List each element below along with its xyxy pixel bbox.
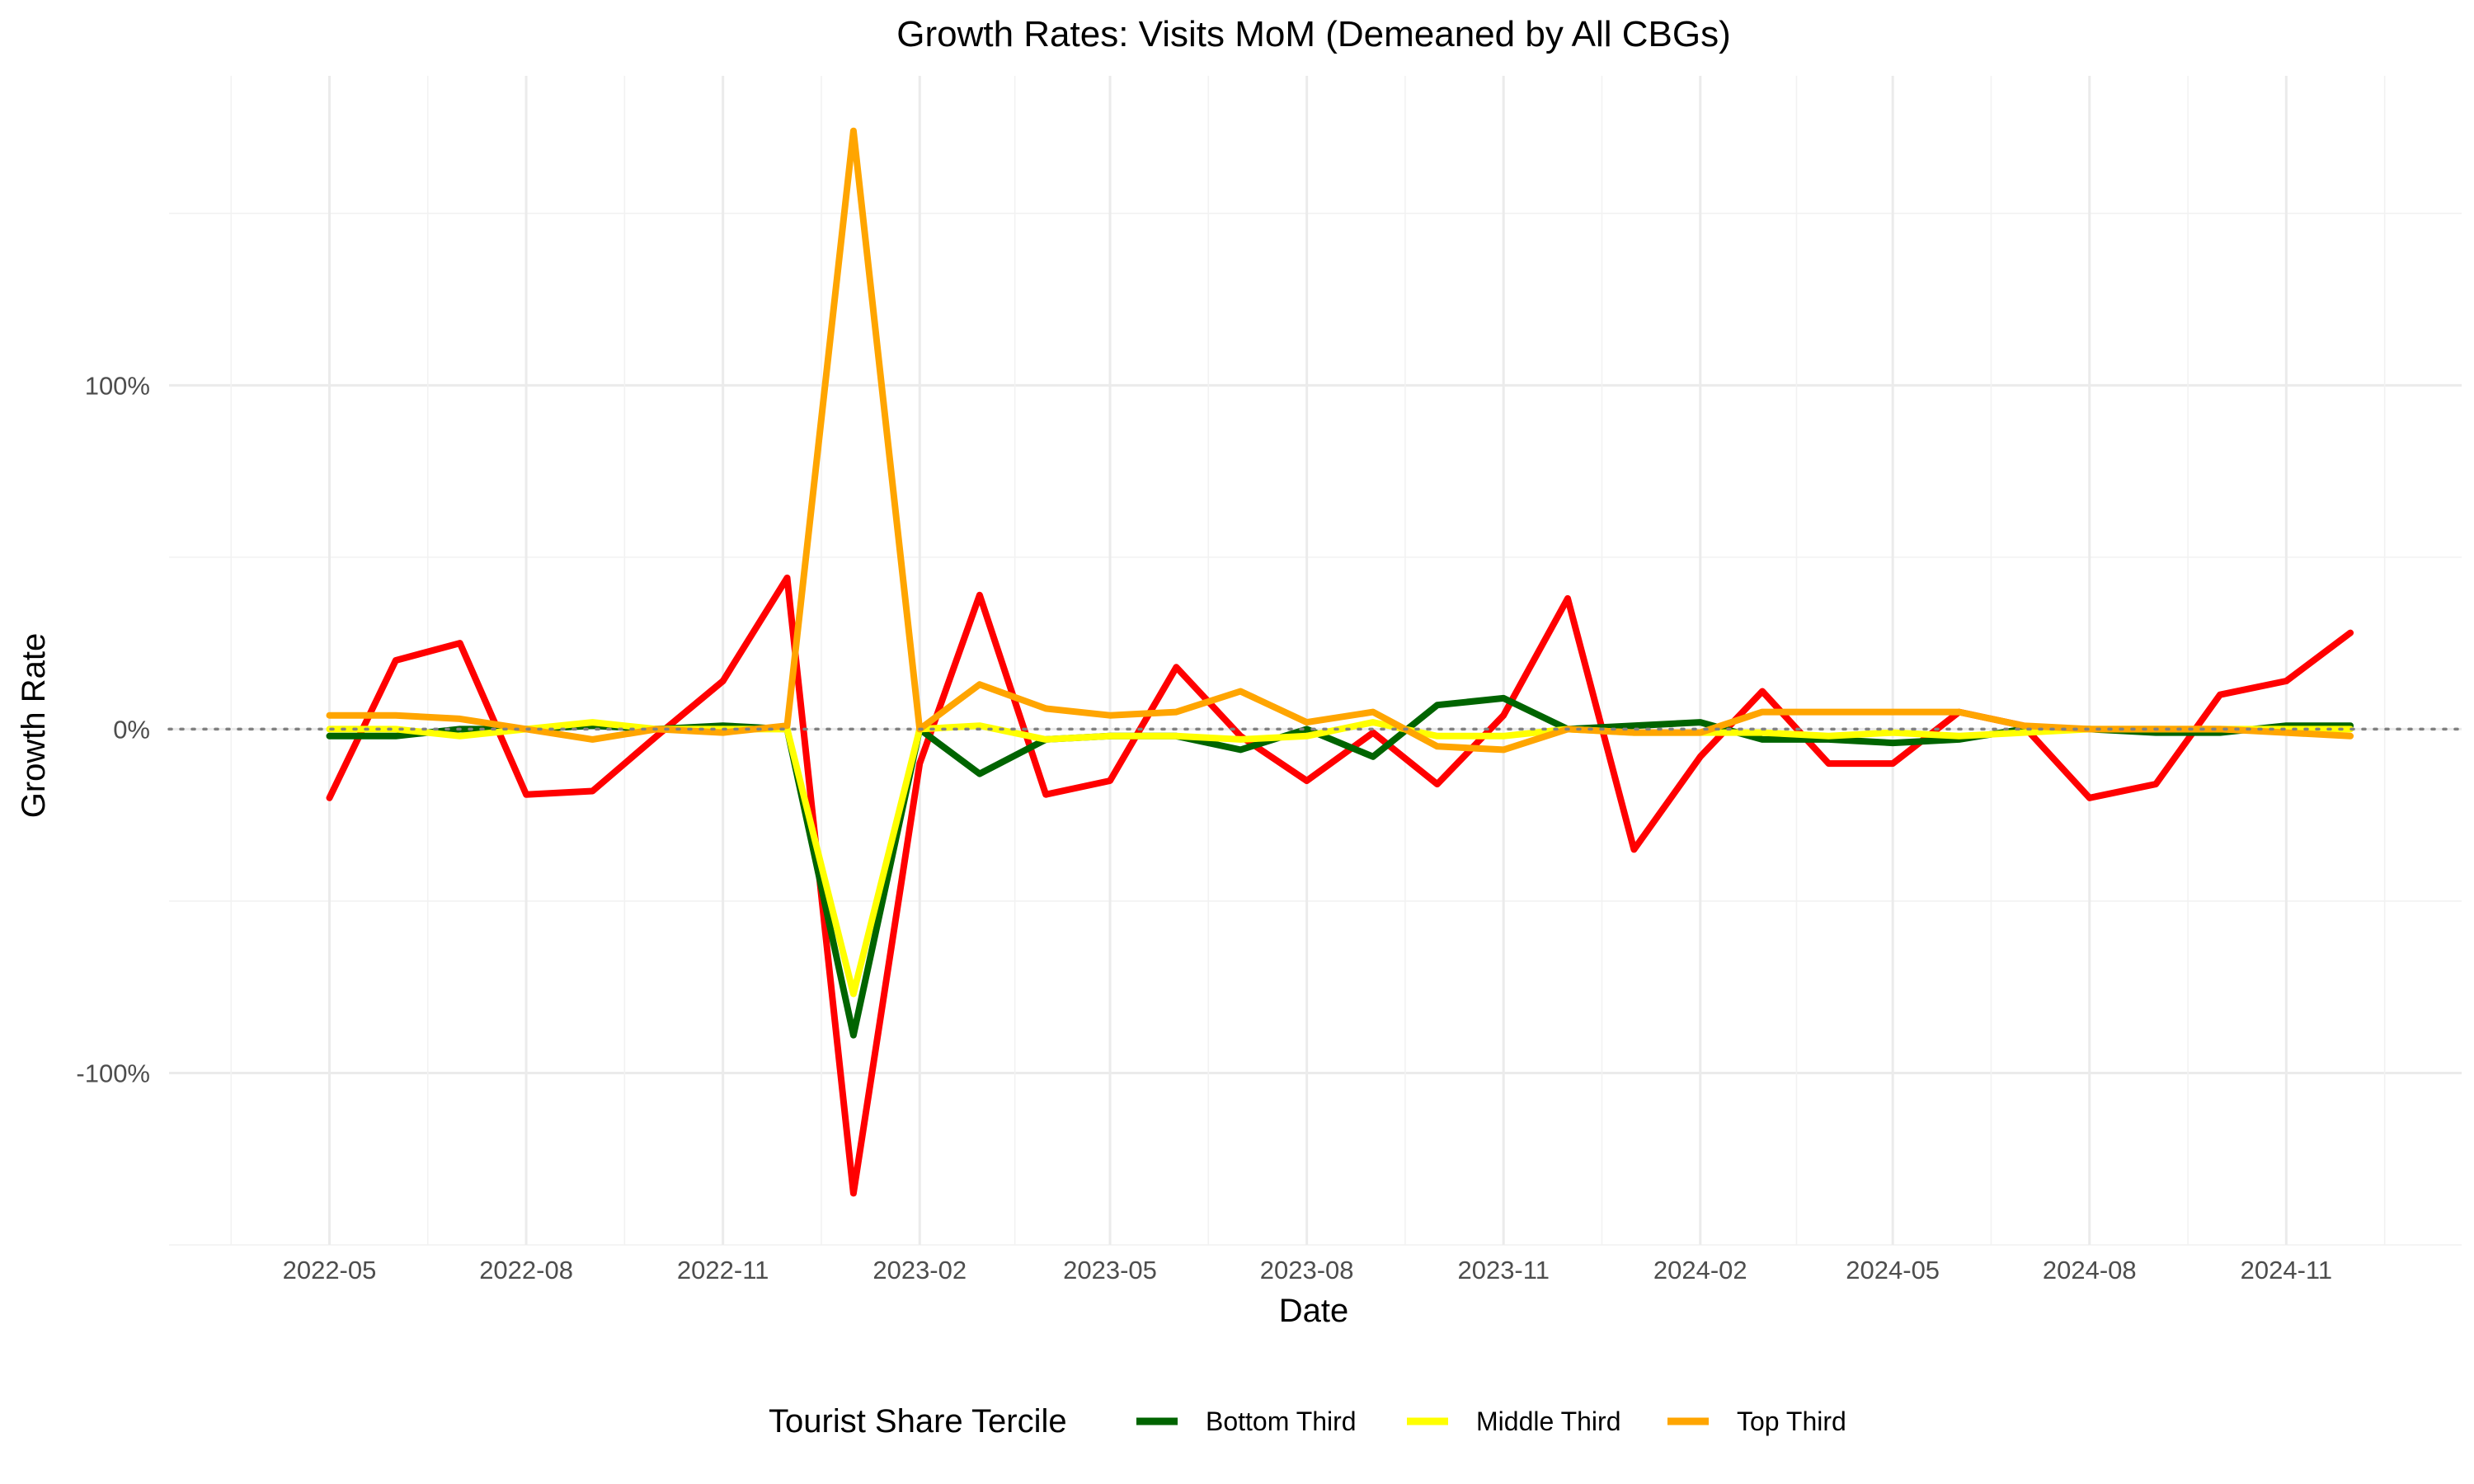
y-tick-label: -100%: [76, 1059, 150, 1087]
legend-label-middle-third: Middle Third: [1476, 1407, 1620, 1436]
legend-item-middle-third: Middle Third: [1407, 1407, 1620, 1436]
legend-label-bottom-third: Bottom Third: [1206, 1407, 1357, 1436]
y-tick-label: 0%: [113, 715, 150, 744]
legend: Tourist Share Tercile Bottom Third Middl…: [769, 1403, 1846, 1439]
y-axis-ticks: -100% 0% 100%: [76, 371, 150, 1087]
y-tick-label: 100%: [85, 371, 150, 400]
x-tick-label: 2022-11: [677, 1256, 769, 1284]
x-axis-ticks: 2022-05 2022-08 2022-11 2023-02 2023-05 2023-…: [283, 1256, 2332, 1284]
x-tick-label: 2024-08: [2043, 1256, 2137, 1284]
x-tick-label: 2024-02: [1653, 1256, 1747, 1284]
x-tick-label: 2024-11: [2241, 1256, 2332, 1284]
x-tick-label: 2022-08: [479, 1256, 573, 1284]
legend-title: Tourist Share Tercile: [769, 1403, 1067, 1439]
series-lines: [167, 127, 2463, 1197]
y-axis-title: Growth Rate: [16, 633, 52, 819]
grid: [169, 76, 2462, 1246]
chart-title: Growth Rates: Visits MoM (Demeaned by Al…: [896, 14, 1731, 54]
x-axis-title: Date: [1279, 1293, 1349, 1329]
x-tick-label: 2023-02: [872, 1256, 967, 1284]
x-tick-label: 2023-11: [1457, 1256, 1549, 1284]
x-tick-label: 2023-05: [1063, 1256, 1157, 1284]
legend-label-top-third: Top Third: [1737, 1407, 1846, 1436]
x-tick-label: 2024-05: [1846, 1256, 1940, 1284]
legend-item-bottom-third: Bottom Third: [1136, 1407, 1357, 1436]
x-tick-label: 2022-05: [283, 1256, 377, 1284]
legend-item-top-third: Top Third: [1667, 1407, 1846, 1436]
x-tick-label: 2023-08: [1260, 1256, 1354, 1284]
